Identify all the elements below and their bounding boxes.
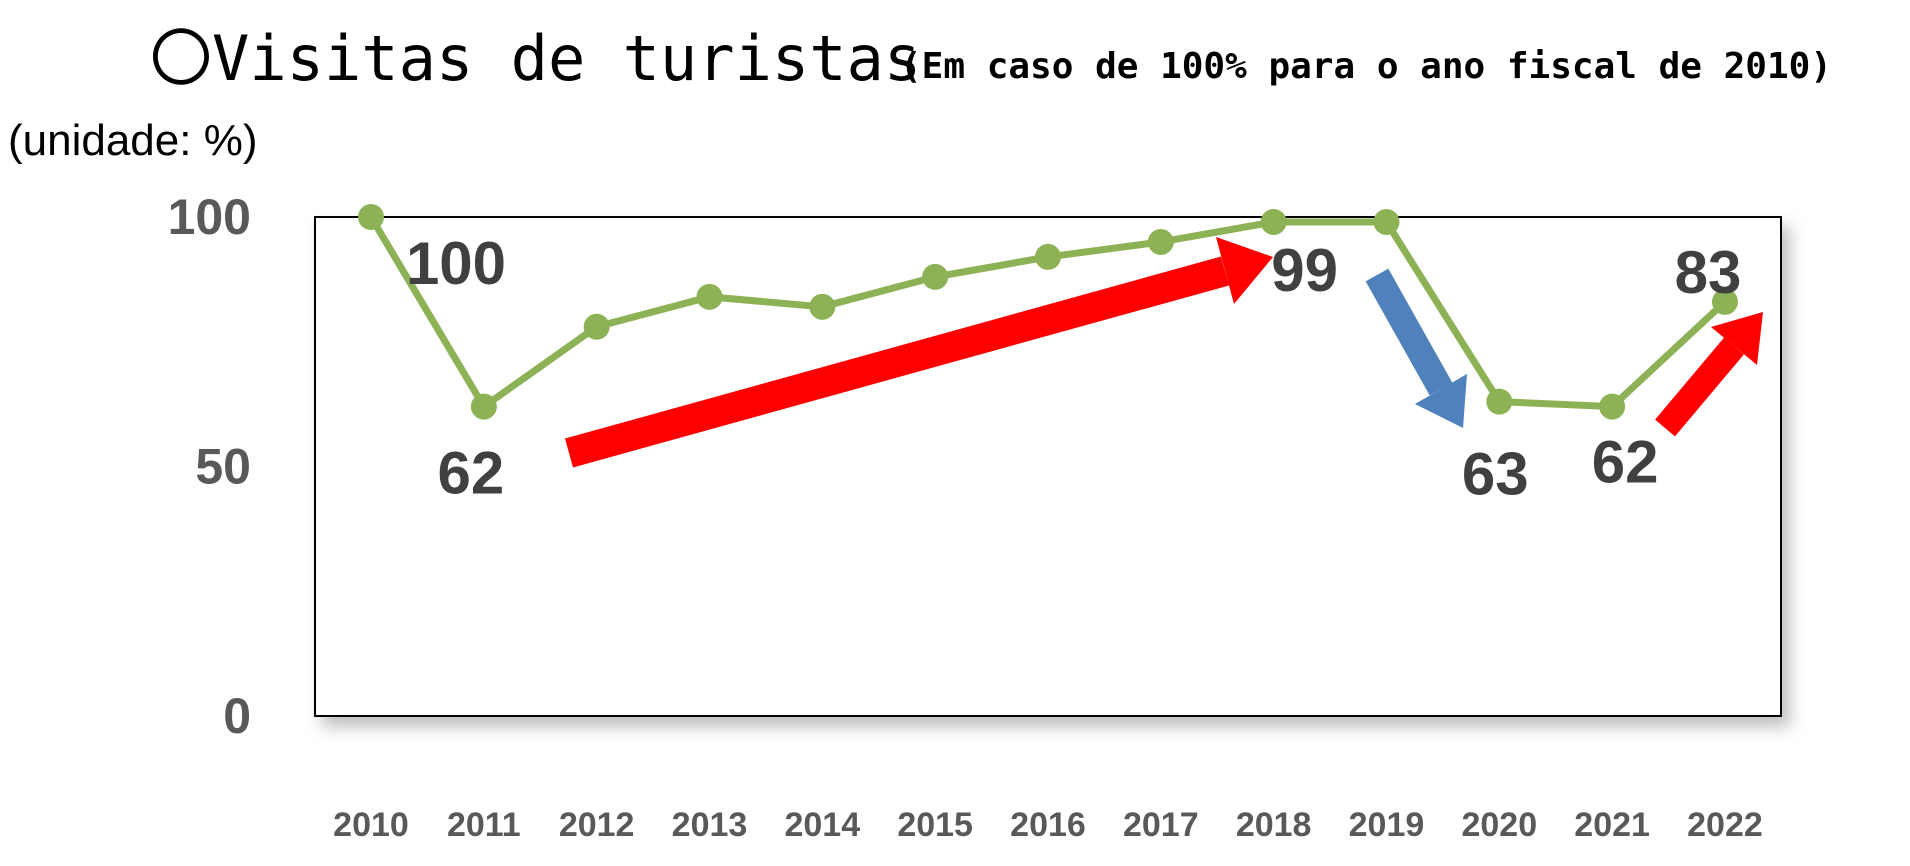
x-tick-label: 2016 <box>1010 806 1086 844</box>
point <box>1034 243 1061 270</box>
x-tick-label: 2013 <box>672 806 748 844</box>
series-layer <box>358 204 1738 420</box>
x-tick-label: 2021 <box>1574 806 1650 844</box>
point <box>583 313 610 340</box>
point <box>1373 208 1400 235</box>
trend-arrow <box>564 256 1230 468</box>
point <box>696 283 723 310</box>
point <box>1260 208 1287 235</box>
data-label: 100 <box>406 230 506 297</box>
x-tick-label: 2011 <box>447 806 521 844</box>
x-tick-label: 2015 <box>897 806 973 844</box>
chart-subtitle: (Em caso de 100% para o ano fiscal de 20… <box>900 46 1832 87</box>
y-tick-label: 0 <box>223 688 251 744</box>
rise-arrow <box>1655 337 1744 437</box>
point <box>358 204 384 230</box>
data-label: 63 <box>1462 441 1529 508</box>
data-label: 62 <box>437 440 504 507</box>
x-tick-label: 2012 <box>559 806 635 844</box>
plot-area <box>314 216 1782 717</box>
point <box>809 293 836 320</box>
x-tick-label: 2010 <box>333 806 409 844</box>
rise-arrow-head <box>1711 312 1763 365</box>
decor-arrows <box>564 237 1763 468</box>
point <box>922 263 949 290</box>
y-axis-label: (unidade: %) <box>8 116 257 165</box>
point <box>1711 288 1738 315</box>
point <box>1486 388 1513 415</box>
y-tick-label: 50 <box>195 439 251 495</box>
drop-arrow-head <box>1415 374 1467 428</box>
trend-arrow-head <box>1216 237 1273 304</box>
x-tick-label: 2020 <box>1461 806 1537 844</box>
drop-arrow <box>1365 268 1453 396</box>
point <box>470 393 497 420</box>
chart-title: 〇Visitas de turistas <box>150 22 921 95</box>
y-tick-label: 100 <box>168 189 251 245</box>
x-tick-label: 2014 <box>784 806 860 844</box>
data-label: 83 <box>1675 239 1742 306</box>
point <box>1147 228 1174 255</box>
point <box>1599 393 1626 420</box>
x-tick-label: 2022 <box>1687 806 1763 844</box>
data-label: 99 <box>1271 237 1338 304</box>
x-tick-label: 2019 <box>1349 806 1425 844</box>
data-label: 62 <box>1592 429 1659 496</box>
x-tick-label: 2018 <box>1236 806 1312 844</box>
x-tick-label: 2017 <box>1123 806 1199 844</box>
